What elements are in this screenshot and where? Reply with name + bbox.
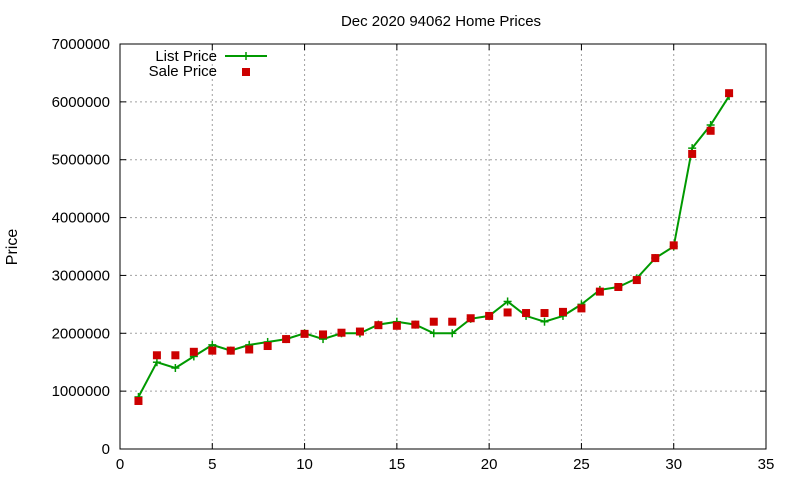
sale-price-point	[392, 321, 401, 330]
sale-price-point	[226, 346, 235, 355]
y-tick-label: 5000000	[52, 152, 110, 169]
sale-price-point	[503, 308, 512, 317]
x-tick-label: 0	[116, 456, 124, 473]
sale-price-point	[171, 351, 180, 360]
sale-price-point	[577, 304, 586, 313]
sale-price-point	[152, 351, 161, 360]
sale-price-point	[448, 317, 457, 326]
list-price-point	[171, 364, 180, 372]
sale-price-point	[522, 309, 531, 318]
series	[134, 89, 734, 405]
x-tick-label: 15	[389, 456, 406, 473]
x-tick-label: 10	[296, 456, 313, 473]
list-price-point	[540, 317, 549, 326]
sale-price-point	[485, 311, 494, 320]
chart-title: Dec 2020 94062 Home Prices	[341, 13, 541, 30]
list-price-point	[503, 297, 512, 306]
sale-price-point	[263, 342, 272, 351]
x-tick-label: 35	[758, 456, 775, 473]
sale-price-point	[355, 327, 364, 336]
sale-price-point	[669, 241, 678, 250]
legend-label-sale-price: Sale Price	[149, 63, 217, 80]
sale-price-point	[558, 307, 567, 316]
y-tick-label: 3000000	[52, 267, 110, 284]
sale-price-point	[411, 320, 420, 329]
sale-price-point	[540, 309, 549, 318]
list-price-point	[429, 329, 438, 338]
sale-price-point	[651, 254, 660, 263]
legend-label-list-price: List Price	[155, 48, 217, 65]
sale-price-point	[245, 345, 254, 354]
x-tick-label: 5	[208, 456, 216, 473]
y-tick-label: 0	[102, 441, 110, 458]
sale-price-point	[319, 330, 328, 339]
y-tick-label: 4000000	[52, 210, 110, 227]
sale-price-point	[688, 149, 697, 158]
sale-price-point	[134, 396, 143, 405]
legend-marker-sale-price	[242, 68, 250, 76]
legend-symbols	[225, 52, 267, 76]
plot-frame	[119, 43, 767, 450]
list-price-point	[448, 329, 457, 338]
list-price-point	[152, 358, 161, 367]
sale-price-point	[706, 126, 715, 135]
sale-price-point	[337, 328, 346, 337]
x-tick-label: 25	[573, 456, 590, 473]
sale-price-point	[632, 276, 641, 285]
sale-price-point	[595, 287, 604, 296]
sale-price-point	[189, 347, 198, 356]
legend: List Price Sale Price	[149, 48, 267, 80]
sale-price-point	[300, 329, 309, 338]
grid	[120, 44, 766, 449]
sale-price-point	[614, 283, 623, 291]
y-tick-label: 6000000	[52, 94, 110, 111]
sale-price-point	[374, 321, 383, 330]
legend-marker-list-price	[242, 52, 250, 60]
sale-price-point	[725, 89, 734, 98]
sale-price-point	[208, 346, 217, 355]
y-axis-label: Price	[4, 229, 21, 266]
x-tick-label: 30	[665, 456, 682, 473]
y-tick-label: 7000000	[52, 36, 110, 53]
y-tick-label: 2000000	[52, 325, 110, 342]
sale-price-point	[429, 317, 438, 326]
x-tick-label: 20	[481, 456, 498, 473]
y-tick-label: 1000000	[52, 383, 110, 400]
axis-ticks: 0 5 10 15 20 25 30 35 0 1000000 2000000 3000000 4000…	[52, 36, 775, 473]
sale-price-point	[466, 314, 475, 323]
sale-price-point	[282, 335, 291, 344]
